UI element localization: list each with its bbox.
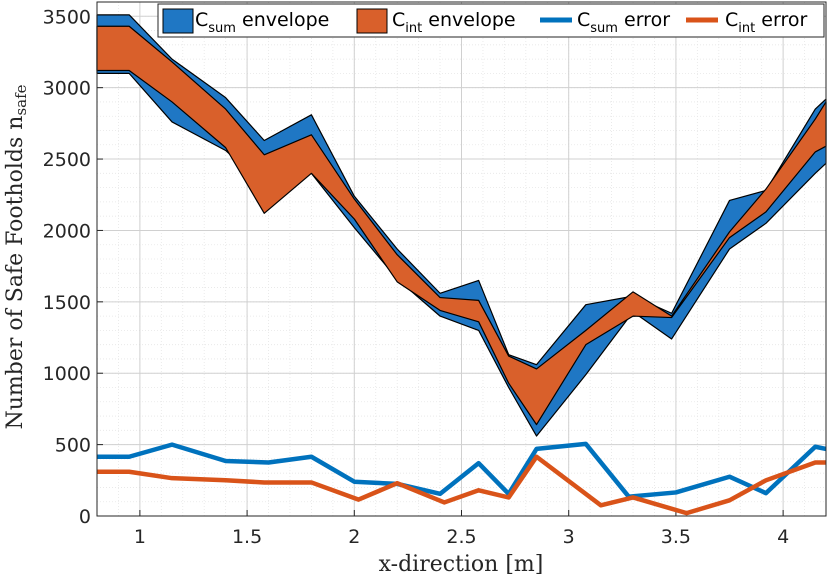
x-tick-label: 2.5 (446, 526, 476, 548)
legend-label: Csum error (577, 9, 670, 36)
y-tick-label: 3500 (43, 6, 91, 28)
error-line (97, 441, 827, 499)
legend-swatch (162, 8, 194, 34)
y-tick-labels: 0 500 1000 1500 2000 2500 3000 3500 (43, 6, 91, 528)
y-tick-label: 3000 (43, 78, 91, 100)
y-axis-label: Number of Safe Footholds nsafe (3, 84, 30, 429)
y-tick-label: 2500 (43, 149, 91, 171)
legend-label: Csum envelope (195, 9, 329, 36)
y-axis-label-main: Number of Safe Footholds n (3, 116, 28, 430)
y-tick-label: 1500 (43, 292, 91, 314)
x-tick-label: 3.5 (661, 526, 691, 548)
legend-label: Cint envelope (392, 9, 516, 36)
plot-frame (96, 1, 827, 517)
x-tick-labels: 1 1.5 2 2.5 3 3.5 4 (134, 526, 789, 548)
x-tick-label: 2 (348, 526, 360, 548)
x-tick-label: 3 (563, 526, 575, 548)
legend-label: Cint error (725, 9, 807, 36)
y-tick-label: 0 (79, 506, 91, 528)
y-axis-label-sub: safe (12, 84, 30, 115)
x-tick-label: 1 (134, 526, 146, 548)
x-axis-label: x-direction [m] (379, 552, 544, 577)
y-tick-label: 1000 (43, 363, 91, 385)
x-tick-label: 1.5 (232, 526, 262, 548)
y-tick-label: 2000 (43, 220, 91, 242)
y-tick-label: 500 (55, 435, 91, 457)
x-tick-label: 4 (777, 526, 789, 548)
legend: Csum envelope Cint envelope Csum error Cint… (157, 3, 825, 38)
error-line (97, 454, 826, 516)
legend-swatch (356, 8, 388, 34)
error-lines (97, 441, 827, 516)
